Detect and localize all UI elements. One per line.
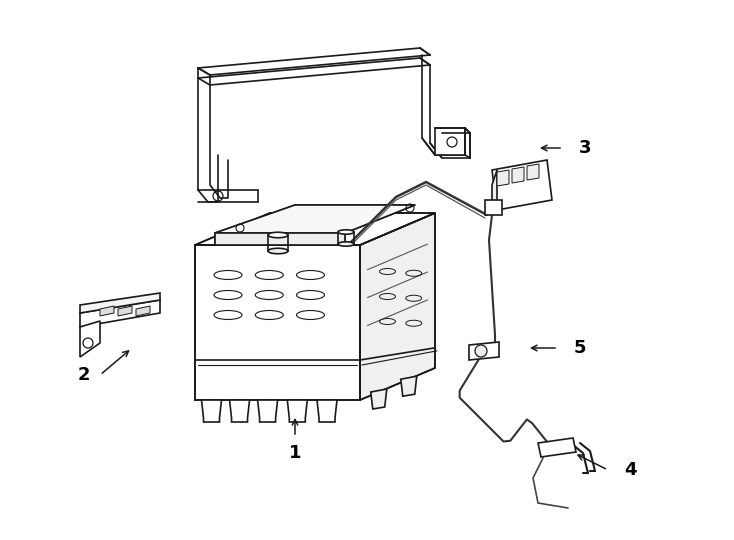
Polygon shape — [195, 245, 360, 400]
Ellipse shape — [268, 248, 288, 254]
Text: 3: 3 — [578, 139, 592, 157]
Polygon shape — [469, 342, 499, 360]
Polygon shape — [401, 376, 417, 396]
Polygon shape — [258, 400, 277, 422]
Polygon shape — [215, 233, 345, 245]
Polygon shape — [371, 389, 387, 409]
Polygon shape — [360, 213, 435, 400]
Polygon shape — [538, 438, 576, 457]
Polygon shape — [100, 306, 114, 316]
Ellipse shape — [338, 242, 354, 246]
Polygon shape — [485, 200, 502, 215]
Polygon shape — [497, 170, 509, 186]
Polygon shape — [80, 300, 160, 327]
Polygon shape — [202, 400, 222, 422]
Polygon shape — [80, 293, 160, 313]
Circle shape — [475, 345, 487, 357]
Polygon shape — [287, 400, 308, 422]
Polygon shape — [230, 400, 250, 422]
Polygon shape — [136, 306, 150, 316]
Text: 5: 5 — [574, 339, 586, 357]
Polygon shape — [492, 170, 497, 210]
Polygon shape — [512, 167, 524, 183]
Polygon shape — [492, 160, 552, 210]
Text: 2: 2 — [78, 366, 90, 384]
Text: 1: 1 — [288, 444, 301, 462]
Polygon shape — [527, 164, 539, 180]
Ellipse shape — [268, 232, 288, 238]
Polygon shape — [80, 321, 100, 357]
Ellipse shape — [338, 230, 354, 234]
Polygon shape — [215, 205, 415, 233]
Text: 4: 4 — [624, 461, 636, 479]
Polygon shape — [435, 128, 465, 155]
Polygon shape — [195, 213, 435, 245]
Polygon shape — [317, 400, 337, 422]
Polygon shape — [118, 306, 132, 316]
